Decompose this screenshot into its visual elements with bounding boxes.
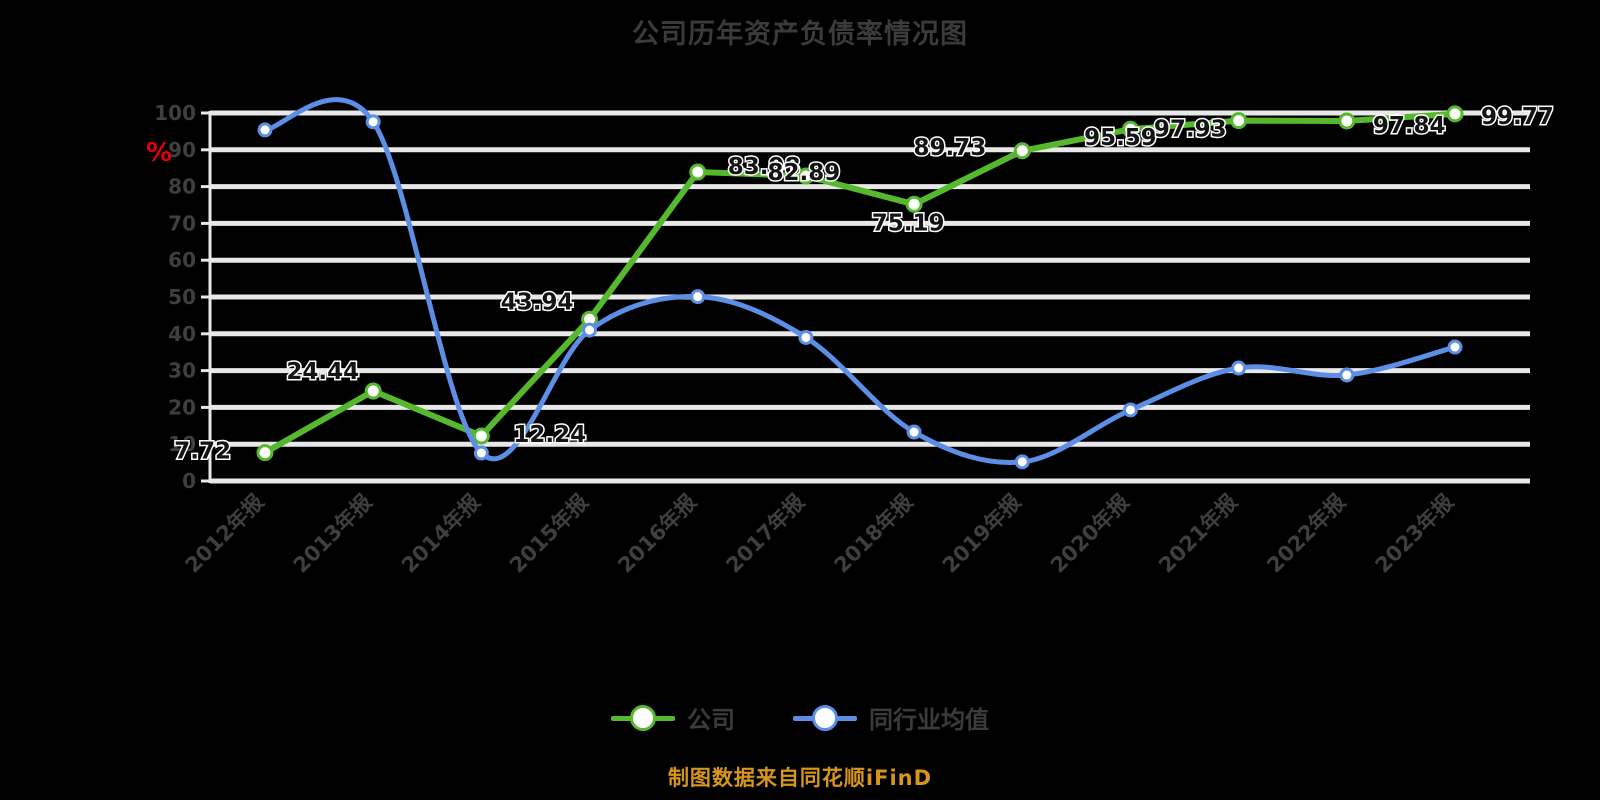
x-tick-label: 2015年报 [505,490,593,578]
data-label: 83.98 [728,154,801,180]
legend-circle-icon [630,704,656,731]
legend-circle-icon [812,704,838,731]
y-tick-label: 30 [168,359,196,383]
x-tick-label: 2013年报 [289,490,377,578]
data-point [472,427,490,445]
data-point [1230,112,1248,130]
x-tick-label: 2020年报 [1046,490,1134,578]
data-point [906,424,922,440]
y-tick-label: 50 [168,285,196,309]
y-tick-label: 60 [168,248,196,272]
data-point [690,289,706,305]
y-tick-label: 10 [168,432,196,456]
data-point [1013,142,1031,160]
data-label: 82.89 [768,160,841,186]
data-point [257,122,273,138]
legend-label: 公司 [687,706,735,734]
legend-item-industry-average[interactable]: 同行业均值 [793,700,989,735]
series-line-green [262,110,1458,456]
x-tick-label: 2019年报 [938,490,1026,578]
data-point [798,329,814,345]
x-tick-label: 2017年报 [721,490,809,578]
x-tick-label: 2018年报 [830,490,918,578]
y-tick-label: 90 [168,138,196,162]
chart-title: 公司历年资产负债率情况图 [632,19,968,50]
data-point [1446,105,1464,123]
data-label: 89.73 [914,135,987,161]
data-point [1122,402,1138,418]
y-axis-unit-label: % [146,138,173,168]
data-label: 43.94 [501,289,574,315]
y-tick-label: 100 [154,101,196,125]
data-point [797,167,815,185]
data-point [473,445,489,461]
legend-item-company[interactable]: 公司 [611,700,735,735]
data-label: 7.72 [174,439,231,465]
legend-marker-green [611,703,675,733]
y-tick-label: 70 [168,211,196,235]
x-tick-label: 2022年报 [1262,490,1350,578]
y-tick-label: 20 [168,395,196,419]
data-label: 12.24 [513,422,586,448]
legend-label: 同行业均值 [869,706,989,734]
y-tick-label: 80 [168,175,196,199]
data-point [1121,120,1139,138]
data-point [1338,112,1356,130]
data-label: 95.59 [1084,125,1157,151]
data-point [905,195,923,213]
data-source-note: 制图数据来自同花顺iFinD [667,766,933,790]
data-point [689,163,707,181]
chart-legend: 公司 同行业均值 [0,700,1600,735]
x-tick-label: 2014年报 [397,490,485,578]
data-point [582,322,598,338]
data-point [1014,454,1030,470]
x-tick-label: 2016年报 [613,490,701,578]
data-point [1231,360,1247,376]
x-tick-label: 2012年报 [181,490,269,578]
legend-marker-blue [793,703,857,733]
data-label: 24.44 [286,359,359,385]
data-point [365,114,381,130]
data-label: 97.93 [1154,117,1227,143]
data-point [1339,367,1355,383]
x-tick-label: 2021年报 [1154,490,1242,578]
data-label: 99.77 [1481,104,1554,130]
x-tick-label: 2023年报 [1371,490,1459,578]
y-tick-label: 40 [168,322,196,346]
data-label: 75.19 [872,210,945,236]
data-label: 97.84 [1373,113,1446,139]
data-point [256,444,274,462]
y-tick-label: 0 [182,469,196,493]
data-point [1447,339,1463,355]
data-point [364,382,382,400]
